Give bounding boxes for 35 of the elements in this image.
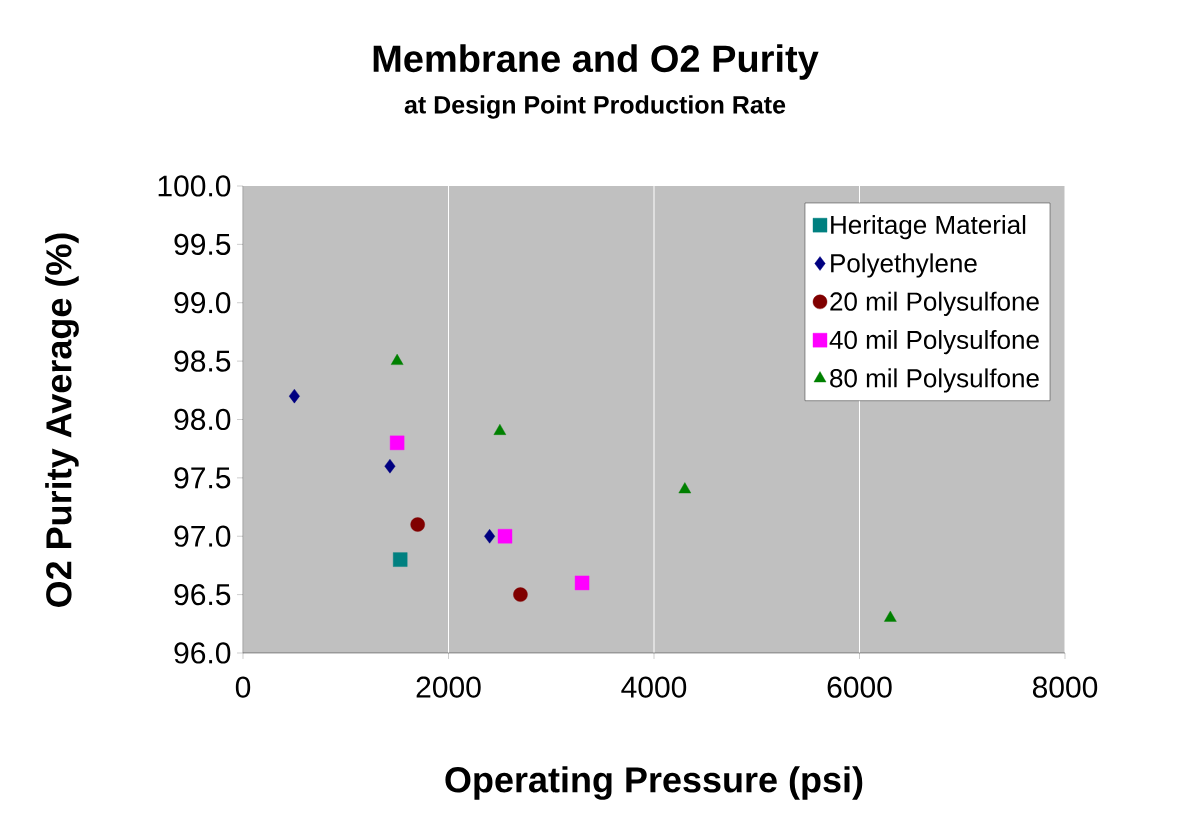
y-tick-label: 96.5 xyxy=(174,583,231,606)
point xyxy=(288,388,300,404)
x-tick-label: 8000 xyxy=(1032,676,1098,698)
point xyxy=(678,482,692,494)
y-tick-label: 98.0 xyxy=(174,408,231,431)
point xyxy=(497,529,513,544)
legend-label: 40 mil Polysulfone xyxy=(829,330,1039,355)
x-tick-label: 0 xyxy=(235,676,251,698)
point xyxy=(390,353,404,365)
point xyxy=(493,423,507,435)
legend-label: 80 mil Polysulfone xyxy=(830,368,1039,393)
chart-subtitle: at Design Point Production Rate xyxy=(404,95,786,119)
x-tick-label: 2000 xyxy=(416,676,481,698)
y-tick-label: 97.5 xyxy=(174,467,231,489)
y-tick-label: 99.0 xyxy=(174,292,231,314)
point xyxy=(410,517,425,532)
y-tick-label: 96.0 xyxy=(174,642,231,664)
point xyxy=(384,458,396,474)
chart-title: Membrane and O2 Purity xyxy=(373,44,819,80)
point xyxy=(393,552,408,567)
legend-label: 20 mil Polysulfone xyxy=(830,291,1039,316)
x-axis-title: Operating Pressure (psi) xyxy=(445,766,863,800)
x-tick-label: 4000 xyxy=(621,676,687,698)
point xyxy=(513,587,528,602)
y-tick-label: 98.5 xyxy=(174,350,231,372)
y-tick-label: 97.0 xyxy=(174,525,231,547)
point xyxy=(484,529,496,544)
point xyxy=(574,575,590,591)
legend-label: Polyethylene xyxy=(831,253,977,278)
legend-label: Heritage Material xyxy=(831,215,1026,240)
point xyxy=(389,435,405,451)
x-tick-label: 6000 xyxy=(827,676,892,698)
y-axis-title: O2 Purity Average (%) xyxy=(45,233,79,607)
y-tick-label: 99.5 xyxy=(174,233,231,255)
y-tick-label: 100.0 xyxy=(158,175,231,197)
